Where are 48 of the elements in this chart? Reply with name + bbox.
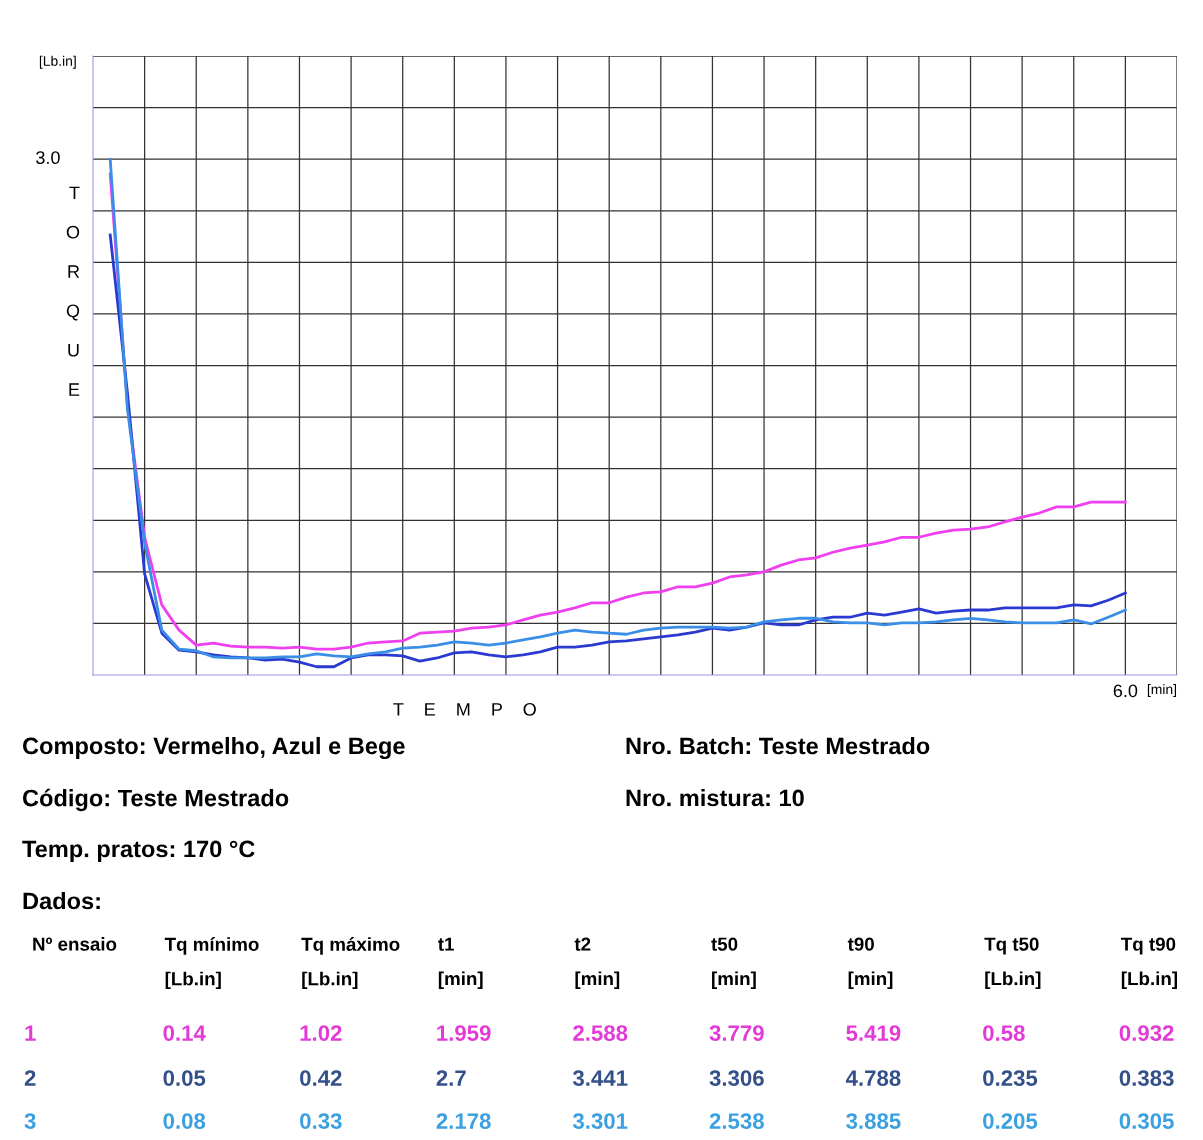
- text: 1.02: [300, 1025, 342, 1041]
- text: 4.788: [845, 1070, 901, 1086]
- text: 3.0: [36, 151, 60, 165]
- text: 3.306: [709, 1070, 764, 1086]
- text: 0.205: [983, 1113, 1038, 1129]
- text: 3.779: [709, 1025, 764, 1041]
- text: 3: [24, 1113, 36, 1129]
- text: 6.0: [1113, 684, 1138, 698]
- text: 0.58: [983, 1025, 1025, 1041]
- text: 0.383: [1119, 1070, 1174, 1086]
- text: Dados:: [23, 891, 100, 910]
- text: 0.932: [1119, 1025, 1174, 1041]
- text: 0.42: [300, 1070, 342, 1086]
- text: 0.08: [163, 1113, 206, 1129]
- text: 3.885: [846, 1113, 901, 1129]
- text: 3.301: [572, 1113, 628, 1129]
- text: Composto: Vermelho, Azul e Bege: [22, 736, 405, 760]
- text: t90 [min]: [847, 937, 893, 989]
- text: 2.588: [573, 1025, 628, 1041]
- text: 0.33: [300, 1113, 342, 1129]
- text: Nº ensaio: [33, 937, 117, 951]
- text: 2.538: [709, 1113, 764, 1129]
- text: [min]: [1147, 684, 1177, 697]
- text: 0.305: [1119, 1113, 1174, 1129]
- text: 1.959: [437, 1025, 491, 1041]
- text: 0.05: [163, 1070, 206, 1086]
- text: 2: [24, 1070, 36, 1086]
- text: 3.441: [572, 1070, 628, 1086]
- text: Temp. pratos: 170 °C: [22, 840, 255, 863]
- text: [Lb.in]: [39, 55, 76, 69]
- text: 0.235: [983, 1070, 1038, 1086]
- text: 0.14: [163, 1025, 206, 1041]
- text: t2 [min]: [574, 937, 620, 989]
- text: Nro. mistura: 10: [626, 789, 804, 807]
- text: t1 [min]: [438, 937, 483, 989]
- text: Nro. Batch: Teste Mestrado: [626, 737, 930, 755]
- text: Tq t90 [Lb.in]: [1121, 937, 1178, 989]
- text: Tq máximo [Lb.in]: [301, 937, 400, 990]
- text: 1: [25, 1025, 36, 1041]
- text: 2.7: [436, 1070, 466, 1086]
- text: Tq mínimo [Lb.in]: [164, 937, 259, 990]
- x-axis-title: T E M P O: [393, 702, 536, 716]
- text: TORQUE: [66, 186, 80, 396]
- text: t50 [min]: [711, 937, 756, 989]
- text: 5.419: [846, 1025, 901, 1041]
- text: Tq t50 [Lb.in]: [984, 937, 1041, 989]
- text: Código: Teste Mestrado: [22, 788, 289, 812]
- text: 2.178: [436, 1113, 491, 1129]
